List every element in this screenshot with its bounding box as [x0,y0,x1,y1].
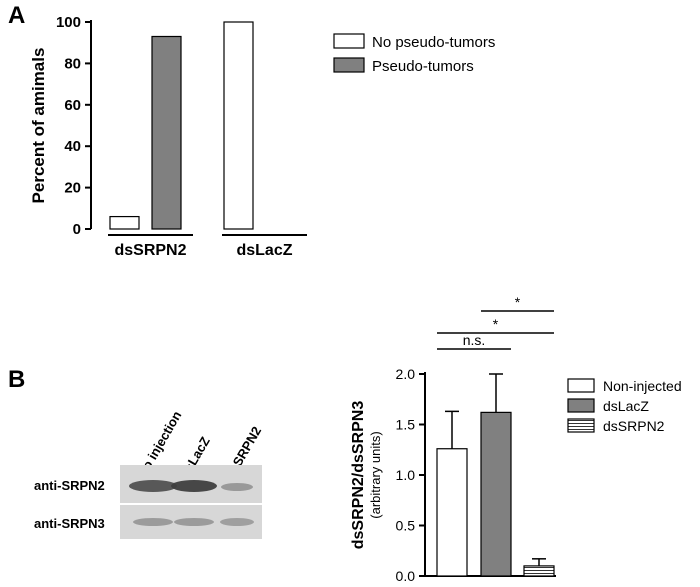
blot-band [129,480,177,492]
panel-a-letter: A [8,2,26,29]
bar [151,35,182,230]
y-tick-label: 80 [64,55,81,72]
legend-label: dsSRPN2 [603,418,665,434]
y-tick-label: 0.0 [396,568,416,584]
significance-label: * [493,316,499,332]
y-axis-label: Percent of amimals [29,48,48,204]
bar [480,411,512,577]
y-tick-label: 1.0 [396,467,416,483]
bar [109,215,140,230]
blot-row-label: anti-SRPN3 [34,516,105,531]
y-tick-label: 2.0 [396,366,416,382]
blot-band [221,483,253,491]
y-tick-label: 40 [64,138,81,155]
significance-label: n.s. [463,332,486,348]
y-tick-label: 60 [64,97,81,114]
y-tick-label: 20 [64,180,81,197]
legend-swatch [567,378,595,393]
blot-band [171,480,217,492]
legend-swatch [333,33,365,49]
significance-label: * [515,294,521,310]
y-tick-label: 0.5 [396,518,416,534]
y-tick-label: 1.5 [396,417,416,433]
y-tick-label: 100 [56,14,81,31]
y-axis-label: dsSRPN2/dsSRPN3 [350,401,367,550]
legend-swatch [333,57,365,73]
y-axis-sublabel: (arbitrary units) [368,431,383,518]
blot-membrane-srpn2 [120,465,262,503]
chart-a: 0 20 40 60 80 100 Percent of amimals dsSRPN2 dsL… [29,14,495,259]
bar [436,448,468,577]
legend-swatch [567,418,595,433]
legend-label: Non-injected [603,378,682,394]
chart-b: 0.0 0.5 1.0 1.5 2.0 dsSRPN2/dsSRPN3 (arbitrary… [350,294,682,584]
blot-membrane-srpn3 [120,505,262,539]
legend-label: dsLacZ [603,398,649,414]
bar [523,565,555,577]
x-tick-label: dsSRPN2 [114,242,186,259]
legend-label: Pseudo-tumors [372,58,474,75]
bar [223,21,254,230]
y-tick-label: 0 [73,221,81,238]
blot-band [174,518,214,526]
legend-swatch [567,398,595,413]
blot-band [220,518,254,526]
panel-b-letter: B [8,366,26,393]
blot-band [133,518,173,526]
blot-row-label: anti-SRPN2 [34,478,105,493]
x-tick-label: dsLacZ [236,242,292,259]
legend-label: No pseudo-tumors [372,34,495,51]
